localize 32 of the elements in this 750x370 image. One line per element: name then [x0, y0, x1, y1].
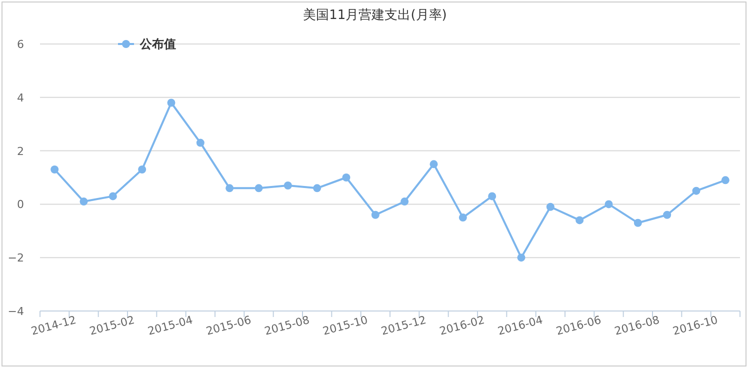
point: [108, 192, 117, 200]
point: [226, 184, 234, 192]
y-tick-label: −2: [8, 252, 24, 265]
point: [458, 214, 467, 222]
point: [50, 165, 59, 174]
point: [254, 184, 263, 192]
point: [342, 174, 350, 182]
point: [196, 138, 204, 147]
point: [371, 210, 380, 219]
point: [576, 216, 584, 224]
y-tick-label: 6: [17, 38, 24, 51]
point: [430, 160, 438, 168]
point: [313, 184, 322, 192]
y-tick-label: 4: [17, 91, 24, 104]
point: [663, 210, 672, 219]
point: [721, 176, 730, 184]
point: [400, 198, 409, 206]
point: [634, 218, 642, 227]
point: [284, 182, 292, 190]
y-tick-label: 0: [17, 198, 24, 212]
y-tick-label: 2: [17, 144, 24, 158]
point: [692, 186, 700, 195]
y-tick-label: −4: [8, 305, 24, 318]
point: [167, 98, 176, 107]
point: [488, 192, 496, 200]
point: [604, 200, 613, 208]
legend-label: 公布值: [139, 37, 176, 51]
point: [138, 165, 146, 174]
point: [80, 198, 88, 206]
point: [546, 202, 554, 211]
chart-title: 美国11月营建支出(月率): [303, 7, 447, 23]
point: [517, 254, 526, 262]
